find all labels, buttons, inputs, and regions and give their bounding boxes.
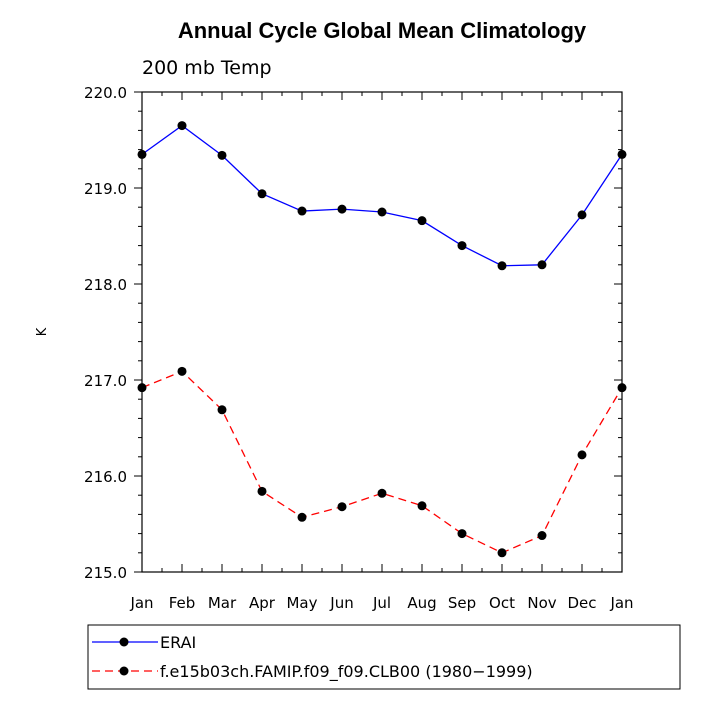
- legend-marker: [119, 666, 129, 676]
- x-tick-label: Jan: [609, 594, 633, 612]
- series-layer: [137, 121, 627, 558]
- data-point: [177, 121, 187, 131]
- x-tick-label: Oct: [489, 594, 515, 612]
- chart-title: Annual Cycle Global Mean Climatology: [178, 18, 587, 43]
- x-tick-label: Nov: [527, 594, 556, 612]
- x-tick-label: Dec: [567, 594, 596, 612]
- x-tick-label: Apr: [249, 594, 276, 612]
- y-tick-label: 220.0: [84, 84, 127, 102]
- x-tick-label: Sep: [448, 594, 476, 612]
- y-tick-label: 217.0: [84, 372, 127, 390]
- x-tick-label: May: [286, 594, 317, 612]
- data-point: [337, 502, 347, 512]
- series-line: [141, 124, 623, 267]
- data-point: [337, 204, 347, 214]
- data-point: [457, 241, 467, 251]
- x-tick-label: Feb: [169, 594, 196, 612]
- y-tick-label: 218.0: [84, 276, 127, 294]
- series-line: [141, 370, 623, 554]
- series-1: [137, 121, 627, 271]
- data-point: [497, 548, 507, 558]
- series-2: [137, 366, 627, 558]
- data-point: [417, 216, 427, 226]
- data-point: [497, 261, 507, 271]
- y-axis-label: K: [35, 327, 50, 336]
- data-point: [377, 488, 387, 498]
- data-point: [577, 450, 587, 460]
- x-tick-label: Jul: [372, 594, 391, 612]
- data-point: [417, 501, 427, 511]
- data-point: [137, 383, 147, 393]
- axes: Jan Feb Mar Apr May Jun Jul Aug Sep Oct Nov Dec Jan2…: [84, 84, 634, 612]
- data-point: [377, 207, 387, 217]
- plot-frame: [141, 91, 623, 573]
- y-tick-label: 216.0: [84, 468, 127, 486]
- data-point: [217, 405, 227, 415]
- data-point: [257, 189, 267, 199]
- legend-label: ERAI: [160, 633, 196, 652]
- data-point: [297, 512, 307, 522]
- legend-marker: [119, 637, 129, 647]
- data-point: [617, 149, 627, 159]
- data-point: [297, 206, 307, 216]
- x-tick-label: Jun: [329, 594, 353, 612]
- data-point: [457, 529, 467, 539]
- x-tick-label: Jan: [129, 594, 153, 612]
- data-point: [537, 260, 547, 270]
- data-point: [177, 366, 187, 376]
- data-point: [137, 149, 147, 159]
- legend-box: [87, 624, 681, 690]
- y-tick-label: 215.0: [84, 564, 127, 582]
- data-point: [617, 383, 627, 393]
- data-point: [257, 486, 267, 496]
- data-point: [217, 150, 227, 160]
- data-point: [537, 531, 547, 541]
- legend: ERAI f.e15b03ch.FAMIP.f09_f09.CLB00 (1980…: [87, 624, 681, 690]
- chart-subtitle: 200 mb Temp: [142, 57, 272, 79]
- data-point: [577, 210, 587, 220]
- y-tick-label: 219.0: [84, 180, 127, 198]
- legend-label: f.e15b03ch.FAMIP.f09_f09.CLB00 (1980−199…: [160, 662, 533, 682]
- x-tick-label: Mar: [208, 594, 237, 612]
- x-tick-label: Aug: [407, 594, 436, 612]
